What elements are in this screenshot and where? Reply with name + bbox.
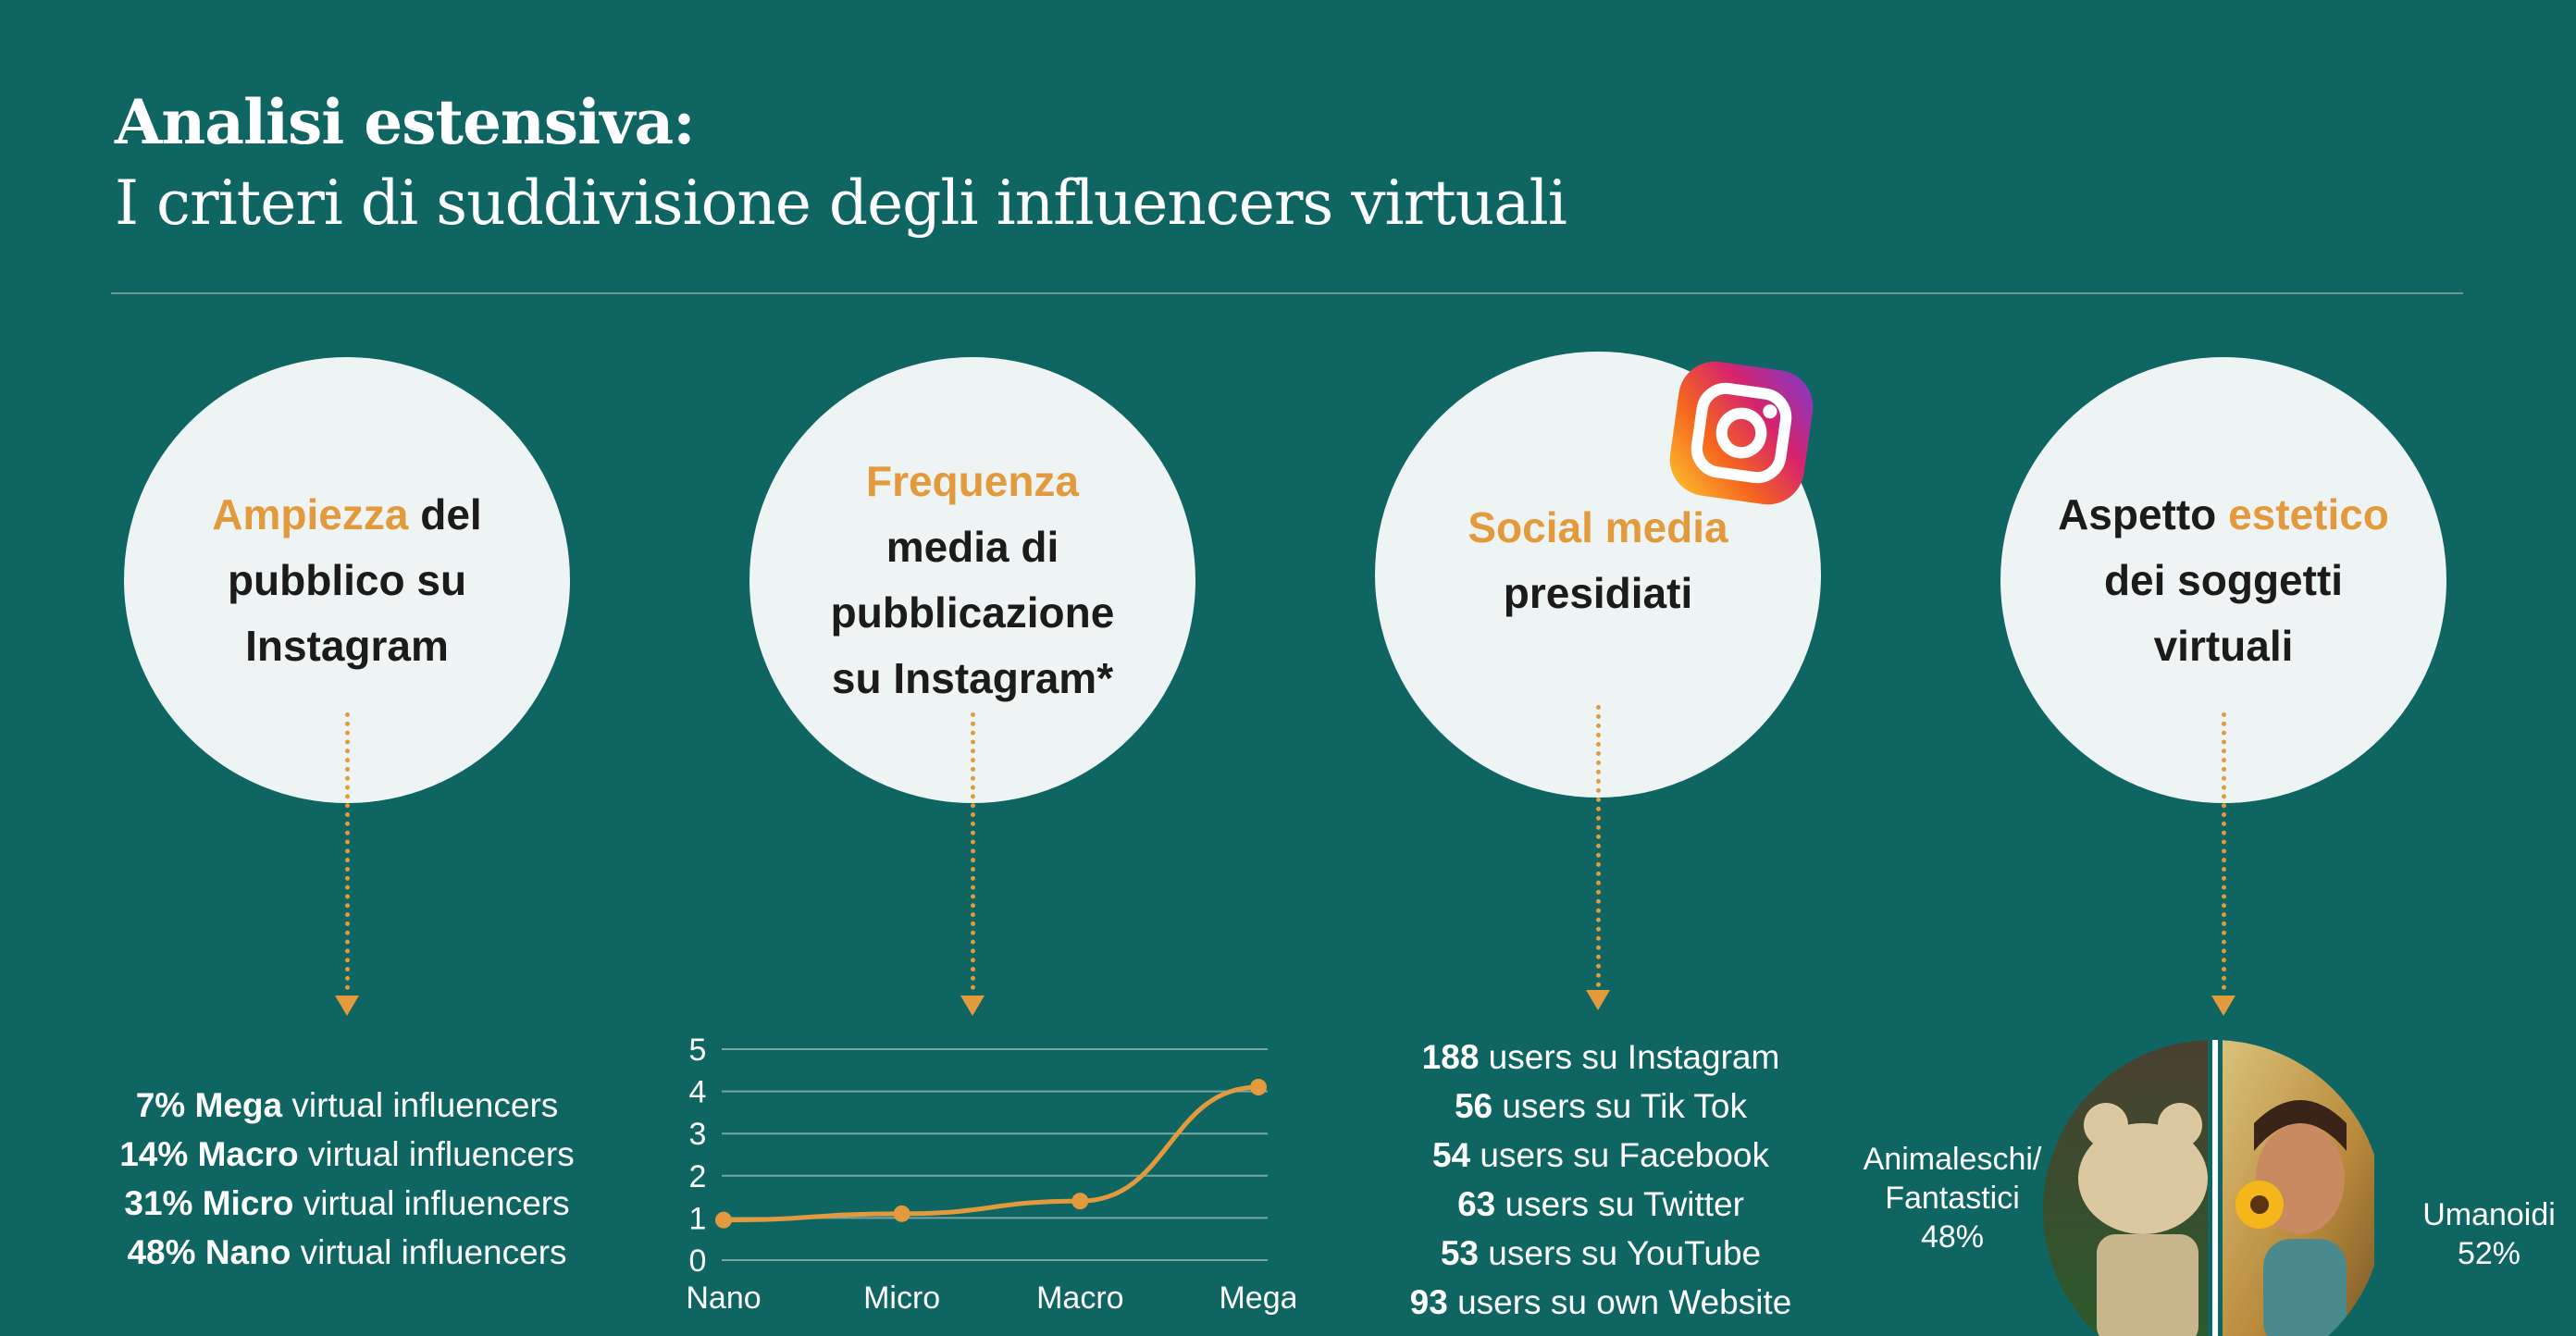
x-tick-label: Macro xyxy=(1036,1280,1123,1316)
y-tick-label: 0 xyxy=(689,1243,707,1279)
page-header: Analisi estensiva: I criteri di suddivis… xyxy=(115,85,1567,248)
social-stat: 63 users su Twitter xyxy=(1457,1185,1744,1223)
social-stats: 188 users su Instagram 56 users su Tik T… xyxy=(1369,1033,1832,1327)
criterion-circle-audience: Ampiezza del pubblico su Instagram xyxy=(124,357,570,803)
x-tick-label: Mega xyxy=(1219,1280,1295,1316)
header-divider xyxy=(111,292,2463,294)
audience-stat: 48% Nano virtual influencers xyxy=(127,1233,567,1271)
arrow-down-icon xyxy=(2211,996,2235,1016)
page-title: Analisi estensiva: xyxy=(115,86,696,158)
social-stat: 188 users su Instagram xyxy=(1421,1038,1780,1076)
x-tick-label: Nano xyxy=(686,1280,761,1316)
social-stat: 53 users su YouTube xyxy=(1440,1234,1762,1272)
y-tick-label: 1 xyxy=(689,1201,707,1236)
criterion-text: Aspetto estetico dei soggetti virtuali xyxy=(2058,489,2389,670)
data-point xyxy=(1250,1079,1267,1096)
social-stat: 93 users su own Website xyxy=(1409,1283,1792,1321)
instagram-icon xyxy=(1669,361,1814,505)
social-stat: 54 users su Facebook xyxy=(1431,1136,1770,1174)
criterion-text: Ampiezza del pubblico su Instagram xyxy=(212,489,482,670)
audience-stat: 14% Macro virtual influencers xyxy=(119,1135,575,1173)
pie-label-umanoidi: Umanoidi 52% xyxy=(2422,1197,2556,1271)
y-tick-label: 4 xyxy=(689,1075,707,1110)
criterion-text: Frequenza media di pubblicazione su Inst… xyxy=(830,457,1115,702)
aesthetics-pie xyxy=(2043,1040,2374,1336)
pie-label-animaleschi: Animaleschi/ Fantastici 48% xyxy=(1863,1142,2042,1255)
y-tick-label: 3 xyxy=(689,1117,707,1152)
bear-character-icon xyxy=(2078,1123,2208,1234)
data-point xyxy=(893,1205,910,1222)
frequency-line-chart: 0 1 2 3 4 5 Nano Micro Macro Mega xyxy=(686,1033,1295,1316)
criterion-text: Social media presidiati xyxy=(1468,503,1728,617)
arrow-down-icon xyxy=(1586,990,1610,1010)
x-tick-label: Micro xyxy=(863,1280,940,1316)
audience-stat: 7% Mega virtual influencers xyxy=(135,1086,559,1124)
y-tick-label: 5 xyxy=(689,1033,707,1068)
social-stat: 56 users su Tik Tok xyxy=(1454,1087,1748,1125)
connector-line xyxy=(345,712,350,990)
connector-line xyxy=(1596,705,1601,987)
connector-line xyxy=(2222,712,2226,990)
connector-line xyxy=(971,712,975,990)
arrow-down-icon xyxy=(335,996,359,1016)
series-line xyxy=(723,1084,1259,1223)
arrow-down-icon xyxy=(960,996,985,1016)
data-point xyxy=(715,1211,732,1229)
audience-stats: 7% Mega virtual influencers 14% Macro vi… xyxy=(102,1081,592,1277)
y-tick-label: 2 xyxy=(689,1159,707,1194)
data-point xyxy=(1071,1193,1089,1210)
audience-stat: 31% Micro virtual influencers xyxy=(124,1184,570,1222)
page-subtitle: I criteri di suddivisione degli influenc… xyxy=(115,167,1567,239)
